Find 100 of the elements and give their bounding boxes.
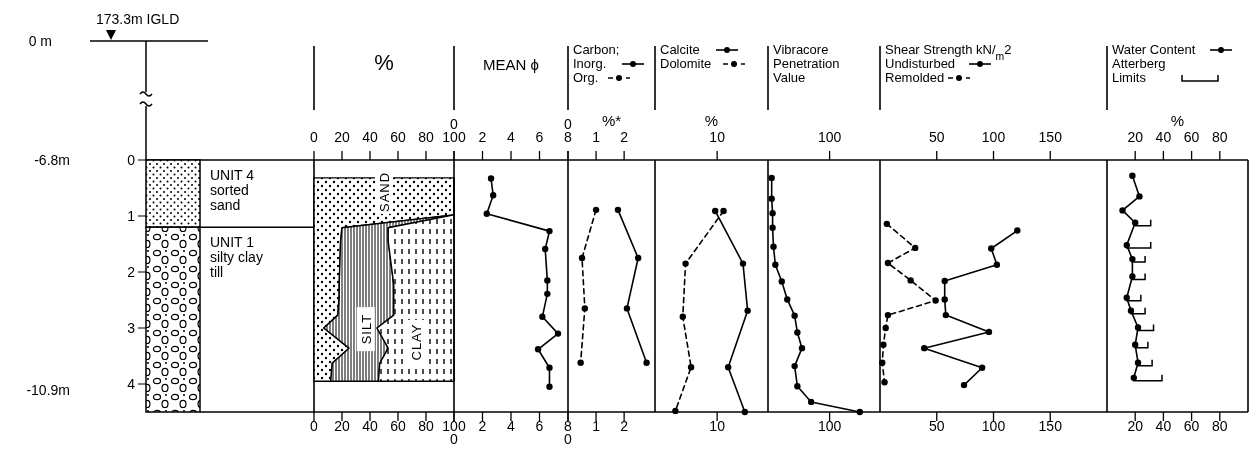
x-axis-title: %* (601, 112, 622, 129)
point (744, 307, 751, 314)
series-label: CLAY (408, 323, 424, 361)
y-tick-label: 3 (127, 320, 136, 336)
legend-label: Water Content (1112, 42, 1196, 57)
point (985, 328, 993, 336)
x2-tick-label: 40 (1155, 129, 1172, 145)
point (941, 296, 948, 303)
point (907, 277, 914, 284)
point (489, 192, 497, 199)
text: 0 (564, 116, 573, 132)
point (882, 324, 889, 332)
point (724, 364, 732, 371)
point (769, 224, 776, 231)
x2-tick-label: 6 (535, 129, 544, 145)
x2-tick-label: 60 (1183, 129, 1200, 145)
point (794, 329, 801, 336)
point (881, 379, 888, 386)
point (911, 244, 919, 252)
point (546, 364, 553, 371)
text: 173.3m IGLD (96, 11, 180, 27)
x2-tick-label: 20 (1127, 129, 1144, 145)
point (643, 359, 650, 366)
point (634, 254, 642, 262)
point (687, 364, 695, 371)
x-tick-label: 20 (1127, 418, 1144, 434)
x-axis-title: % (704, 112, 719, 129)
x2-tick-label: 2 (478, 129, 487, 145)
x2-tick-label: 2 (620, 129, 629, 145)
point (856, 408, 863, 416)
x2-tick-label: 4 (507, 129, 516, 145)
point (960, 381, 968, 389)
legend-label: Remolded (885, 70, 945, 85)
x2-tick-label: 40 (362, 129, 378, 145)
point (942, 311, 950, 319)
x2-tick-label: 100 (442, 129, 466, 145)
text: 100 (817, 129, 842, 145)
point (1119, 207, 1126, 214)
point (554, 330, 562, 337)
x2-tick-label: 80 (418, 129, 434, 145)
point (884, 311, 892, 319)
x-tick-label: 40 (1155, 418, 1172, 434)
point (672, 407, 679, 415)
point (768, 174, 775, 182)
chart-title: % (374, 50, 394, 75)
point (978, 364, 986, 371)
point (720, 207, 727, 215)
x-tick-label: 100 (442, 418, 466, 434)
text: 0 (564, 431, 573, 447)
text: 0 (450, 431, 459, 447)
point (778, 278, 785, 285)
y-tick-label: 2 (127, 264, 136, 280)
x-tick-label: 20 (334, 418, 350, 434)
x-tick-label: 8 (564, 418, 573, 434)
point (993, 261, 1001, 268)
x2-tick-label: 20 (334, 129, 350, 145)
y-tick-label: 4 (127, 376, 136, 392)
point (534, 346, 542, 353)
point (578, 254, 586, 262)
x2-tick-label: 50 (928, 129, 945, 145)
x-tick-label: 4 (507, 418, 516, 434)
x-axis-title: % (1170, 112, 1185, 129)
point (932, 297, 939, 304)
point (614, 206, 622, 214)
point (798, 344, 806, 352)
point (880, 341, 887, 348)
y-tick-label: 0 (127, 152, 136, 168)
point (592, 206, 600, 214)
point (542, 245, 549, 253)
point (544, 277, 551, 284)
text: 0 m (28, 33, 52, 49)
legend-label: Dolomite (660, 56, 712, 71)
text: 0 (450, 116, 459, 132)
point (879, 359, 886, 366)
point (1136, 193, 1143, 200)
point (794, 383, 801, 390)
series-label: UNIT 1 silty clay till (210, 234, 263, 281)
chart-title: Carbon; (573, 42, 620, 57)
x2-tick-label: 60 (390, 129, 406, 145)
point (539, 313, 546, 320)
x-tick-label: 0 (310, 418, 319, 434)
x-tick-label: 50 (928, 418, 945, 434)
x2-tick-label: 8 (564, 129, 573, 145)
x2-tick-label: 0 (310, 129, 319, 145)
series-label: UNIT 4 sorted sand (210, 167, 255, 213)
point (712, 207, 719, 215)
x-tick-label: 80 (1212, 418, 1228, 434)
chart-title: Vibracore Penetration Value (773, 42, 840, 85)
x-tick-label: 60 (1183, 418, 1200, 434)
x2-tick-label: 80 (1212, 129, 1228, 145)
point (679, 313, 686, 320)
x-tick-label: 6 (535, 418, 544, 434)
point (784, 296, 791, 303)
point (682, 260, 689, 267)
point (546, 383, 553, 390)
point (883, 220, 891, 228)
point (623, 305, 631, 312)
point (941, 277, 948, 285)
x-tick-label: 80 (418, 418, 434, 434)
x-tick-label: 2 (620, 418, 629, 434)
